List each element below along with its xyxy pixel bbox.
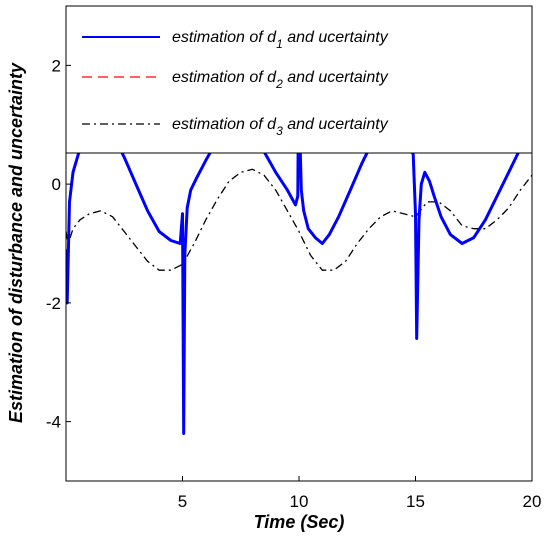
y-tick-label: 2: [52, 56, 61, 75]
legend-label-2: estimation of d2 and ucertainty: [172, 69, 389, 91]
y-tick-label: -2: [46, 294, 61, 313]
axis-ticks: 5 10 15 20 -4 -2 0 2: [46, 56, 542, 511]
y-tick-label: 0: [52, 175, 61, 194]
legend: estimation of d1 and ucertainty estimatio…: [82, 29, 389, 138]
y-axis-title: Estimation of disturbance and uncertaint…: [6, 62, 26, 423]
legend-box: [65, 5, 533, 154]
legend-label-1: estimation of d1 and ucertainty: [172, 29, 389, 51]
series-line-3: [66, 168, 532, 271]
x-tick-label: 5: [178, 492, 187, 511]
legend-label-3: estimation of d3 and ucertainty: [172, 116, 389, 138]
x-axis-title: Time (Sec): [254, 512, 345, 532]
x-tick-label: 20: [523, 492, 542, 511]
y-tick-label: -4: [46, 413, 61, 432]
x-tick-label: 10: [290, 492, 309, 511]
x-tick-label: 15: [406, 492, 425, 511]
